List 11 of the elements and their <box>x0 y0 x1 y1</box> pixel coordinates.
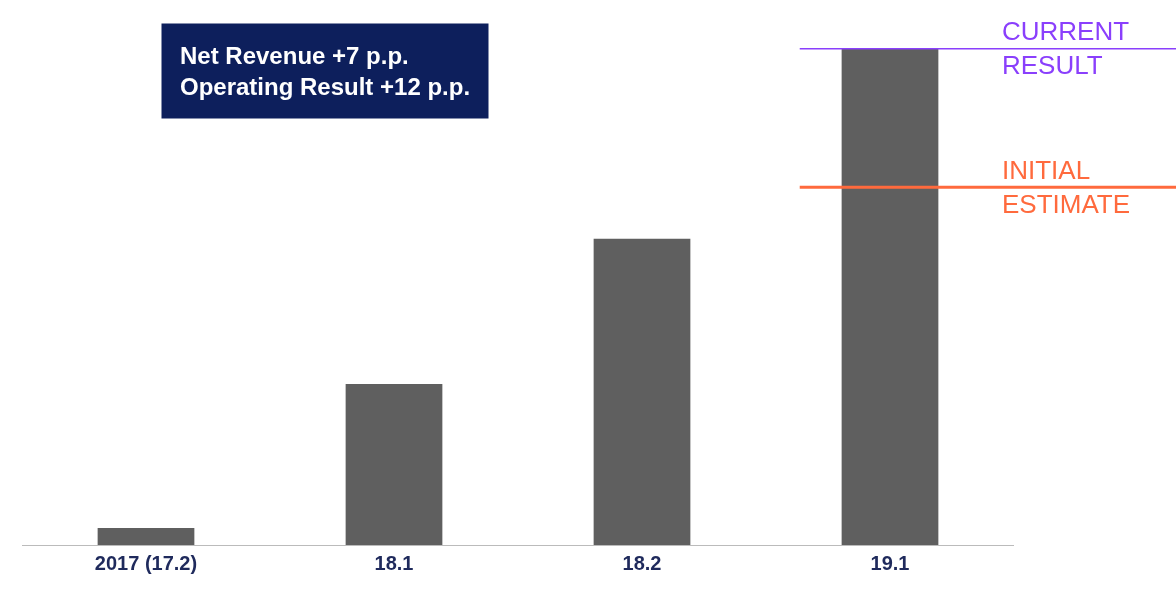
x-tick-label: 18.1 <box>374 552 414 574</box>
ref-line-label: INITIAL ESTIMATE <box>1002 155 1131 219</box>
bar <box>593 238 691 545</box>
x-tick-label: 19.1 <box>870 552 910 574</box>
ref-line-label: CURRENT RESULT <box>1002 16 1130 80</box>
bar <box>97 528 195 545</box>
x-tick-label: 18.2 <box>622 552 662 574</box>
bar <box>345 383 443 545</box>
annotation: Net Revenue +7 p.p. Operating Result +12 p.p. <box>180 42 471 101</box>
bar <box>841 48 939 545</box>
x-tick-label: 2017 (17.2) <box>94 552 198 574</box>
